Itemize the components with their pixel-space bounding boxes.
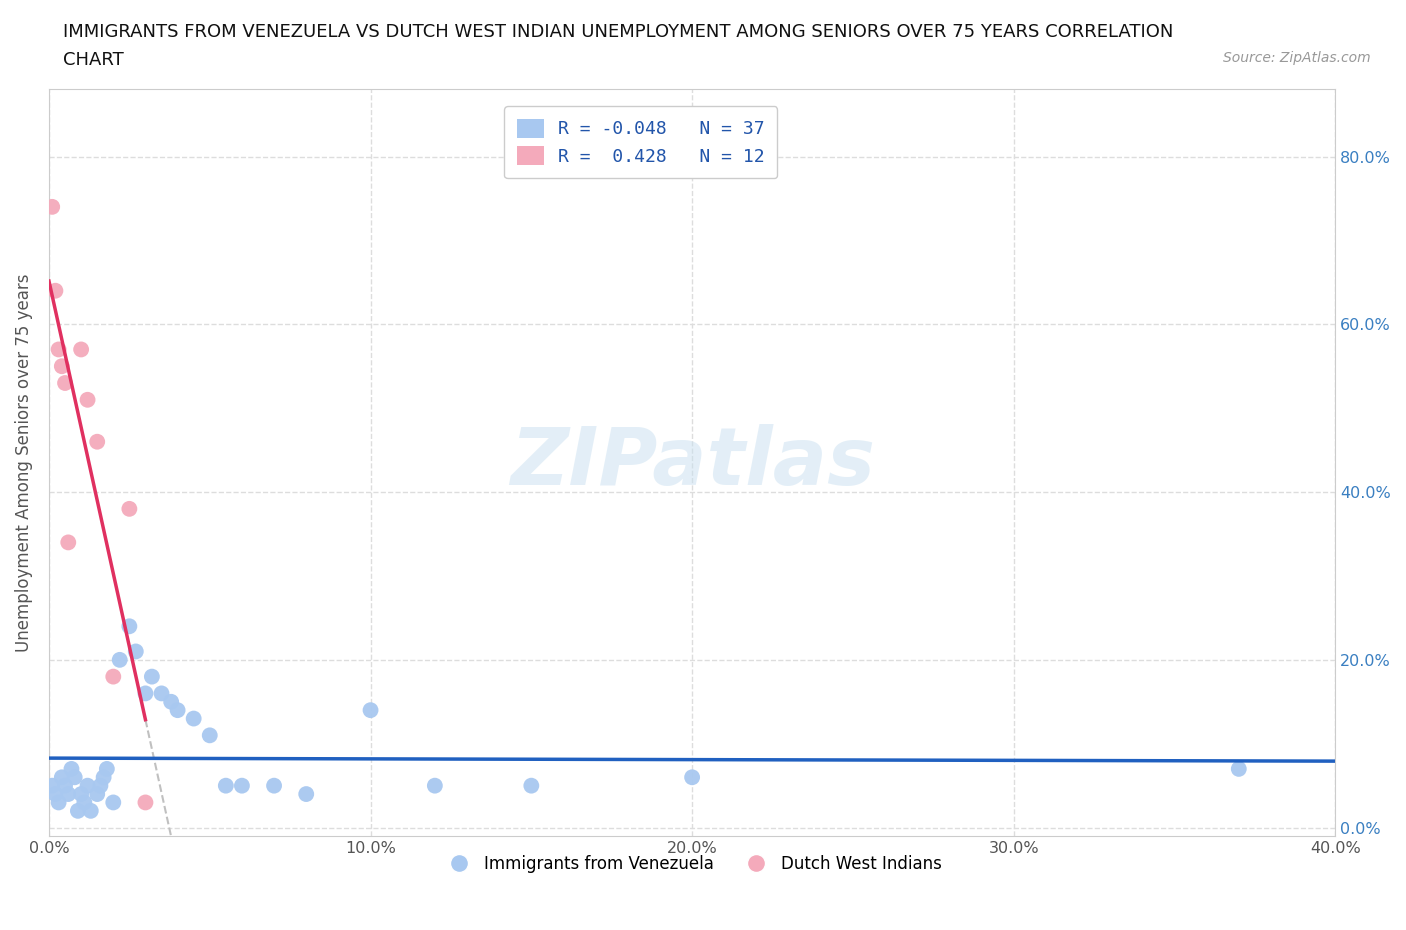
Point [51, 359, 73, 374]
Point [80, 804, 103, 818]
Point [263, 778, 285, 793]
Point [66, 804, 89, 818]
Point [76, 392, 98, 407]
Point [134, 795, 156, 810]
Point [53, 376, 76, 391]
Legend: Immigrants from Venezuela, Dutch West Indians: Immigrants from Venezuela, Dutch West In… [436, 848, 948, 880]
Point [118, 618, 141, 633]
Point [86, 434, 108, 449]
Point [76, 778, 98, 793]
Point [103, 795, 125, 810]
Point [41, 199, 63, 214]
Point [118, 501, 141, 516]
Point [53, 778, 76, 793]
Point [1227, 762, 1250, 777]
Point [44, 284, 66, 299]
Point [51, 770, 73, 785]
Point [160, 695, 183, 710]
Point [520, 778, 543, 793]
Text: CHART: CHART [63, 51, 124, 69]
Point [198, 728, 221, 743]
Point [89, 778, 111, 793]
Point [103, 670, 125, 684]
Point [360, 703, 382, 718]
Point [48, 795, 70, 810]
Text: IMMIGRANTS FROM VENEZUELA VS DUTCH WEST INDIAN UNEMPLOYMENT AMONG SENIORS OVER 7: IMMIGRANTS FROM VENEZUELA VS DUTCH WEST … [63, 23, 1174, 41]
Point [96, 762, 118, 777]
Point [681, 770, 703, 785]
Point [108, 653, 131, 668]
Point [423, 778, 446, 793]
Point [86, 787, 108, 802]
Point [41, 778, 63, 793]
Point [63, 770, 86, 785]
Point [60, 762, 83, 777]
Point [141, 670, 163, 684]
Point [215, 778, 238, 793]
Point [73, 795, 96, 810]
Point [48, 342, 70, 357]
Point [125, 644, 148, 658]
Point [44, 787, 66, 802]
Point [166, 703, 188, 718]
Point [93, 770, 115, 785]
Point [134, 686, 156, 701]
Point [183, 711, 205, 726]
Y-axis label: Unemployment Among Seniors over 75 years: Unemployment Among Seniors over 75 years [15, 273, 32, 652]
Point [70, 342, 93, 357]
Point [58, 787, 80, 802]
Text: ZIPatlas: ZIPatlas [509, 424, 875, 501]
Point [58, 535, 80, 550]
Point [231, 778, 253, 793]
Point [295, 787, 318, 802]
Text: Source: ZipAtlas.com: Source: ZipAtlas.com [1223, 51, 1371, 65]
Point [70, 787, 93, 802]
Point [150, 686, 173, 701]
